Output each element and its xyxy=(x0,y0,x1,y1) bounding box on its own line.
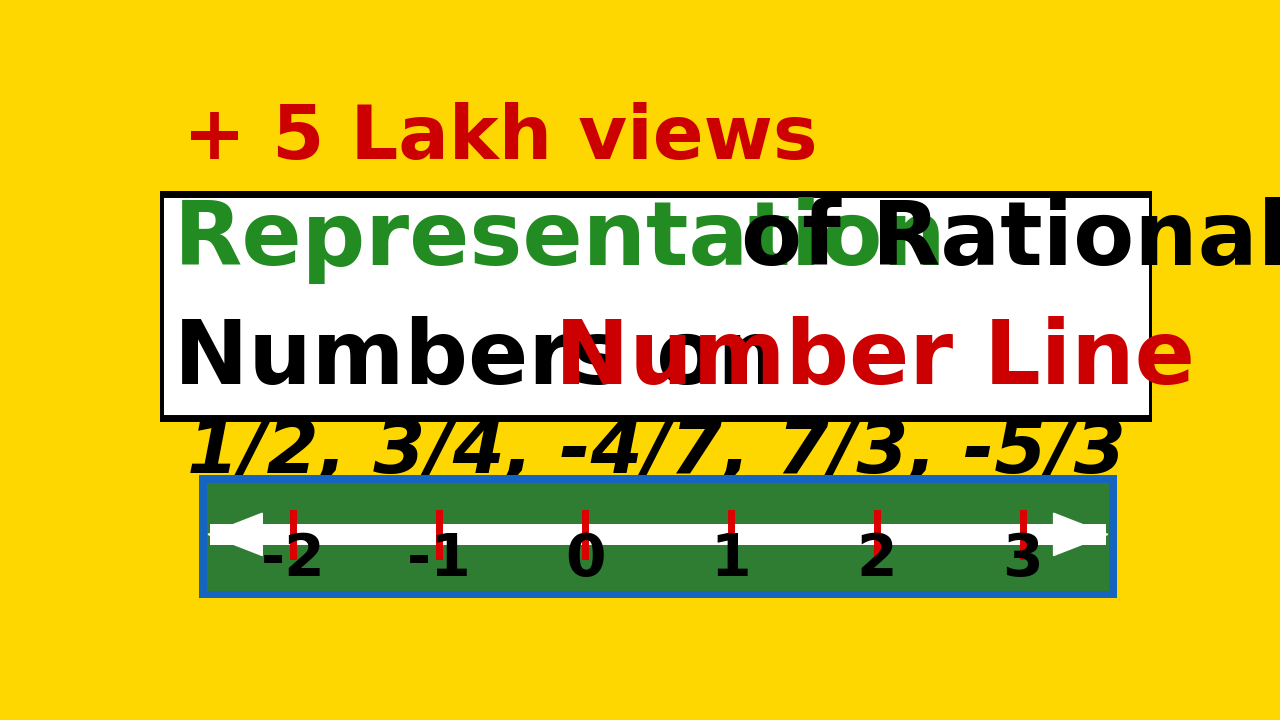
Text: 3: 3 xyxy=(1002,531,1043,588)
Text: -2: -2 xyxy=(261,531,325,588)
Text: 1: 1 xyxy=(710,531,751,588)
Text: Number Line: Number Line xyxy=(556,316,1196,403)
Bar xyxy=(160,194,1152,418)
Text: Representation: Representation xyxy=(174,197,947,284)
Polygon shape xyxy=(1053,513,1107,556)
Text: -1: -1 xyxy=(407,531,471,588)
Text: + 5 Lakh views: + 5 Lakh views xyxy=(183,102,818,175)
Text: of Rational: of Rational xyxy=(710,197,1280,284)
Text: 2: 2 xyxy=(856,531,897,588)
Bar xyxy=(210,523,1106,545)
Text: 0: 0 xyxy=(564,531,605,588)
Text: Numbers on: Numbers on xyxy=(174,316,812,403)
Text: 1/2, 3/4, -4/7, 7/3, -5/3: 1/2, 3/4, -4/7, 7/3, -5/3 xyxy=(187,415,1125,489)
Polygon shape xyxy=(209,513,262,556)
Bar xyxy=(206,483,1110,590)
Bar xyxy=(198,475,1117,598)
